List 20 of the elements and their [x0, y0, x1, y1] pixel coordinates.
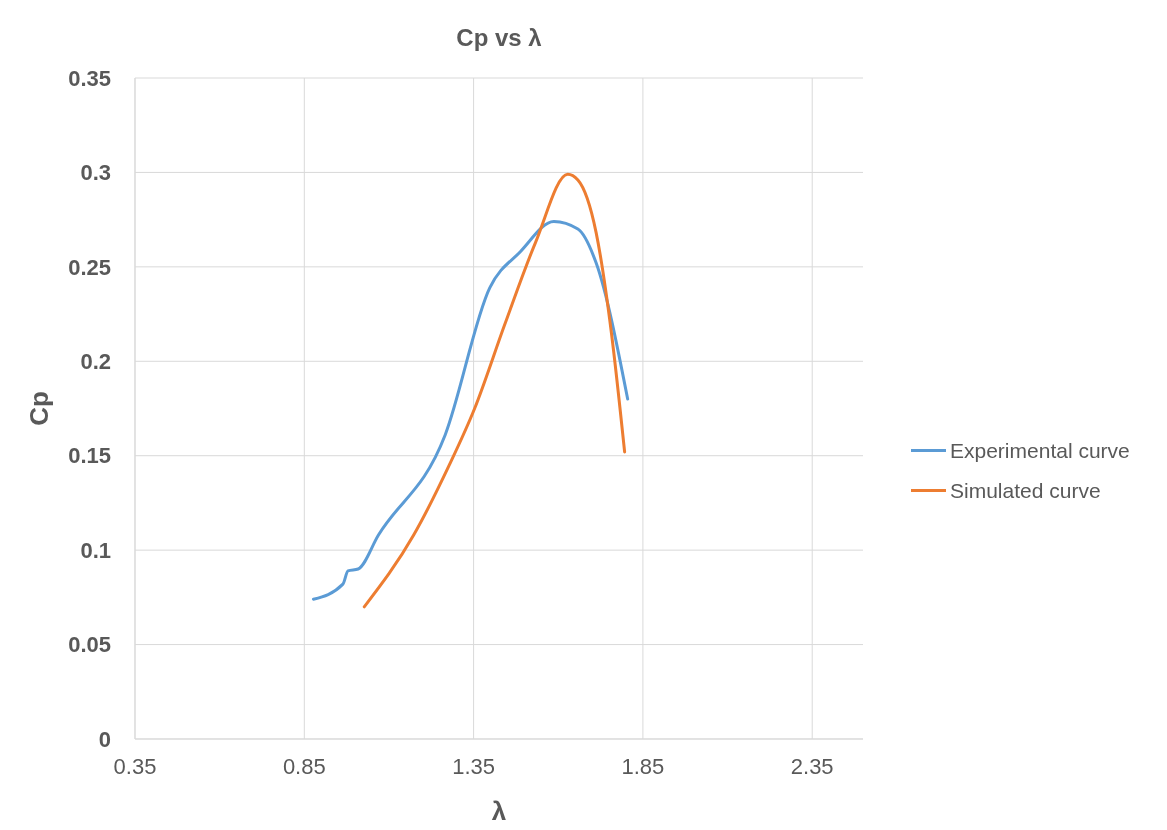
y-tick-label: 0.15 — [68, 443, 111, 469]
chart-title: Cp vs λ — [456, 24, 542, 51]
x-tick-label: 1.35 — [452, 754, 496, 779]
legend-label: Experimental curve — [950, 438, 1130, 462]
y-tick-label: 0.1 — [80, 537, 111, 563]
x-tick-label: 0.85 — [282, 754, 326, 779]
x-tick-label: 1.85 — [621, 754, 665, 779]
y-tick-label: 0.25 — [68, 254, 111, 280]
line-series — [362, 172, 627, 609]
line-series — [311, 220, 630, 601]
x-tick-label: 0.35 — [113, 754, 157, 779]
y-tick-label: 0 — [98, 726, 111, 752]
x-axis-title: λ — [491, 796, 507, 826]
y-tick-label: 0.05 — [68, 632, 111, 658]
y-tick-label: 0.3 — [80, 160, 111, 186]
x-tick-label: 2.35 — [790, 754, 834, 779]
y-tick-label: 0.35 — [68, 65, 111, 91]
legend-label: Simulated curve — [950, 478, 1101, 502]
y-axis-title: Cp — [24, 391, 54, 426]
y-tick-label: 0.2 — [80, 348, 111, 374]
